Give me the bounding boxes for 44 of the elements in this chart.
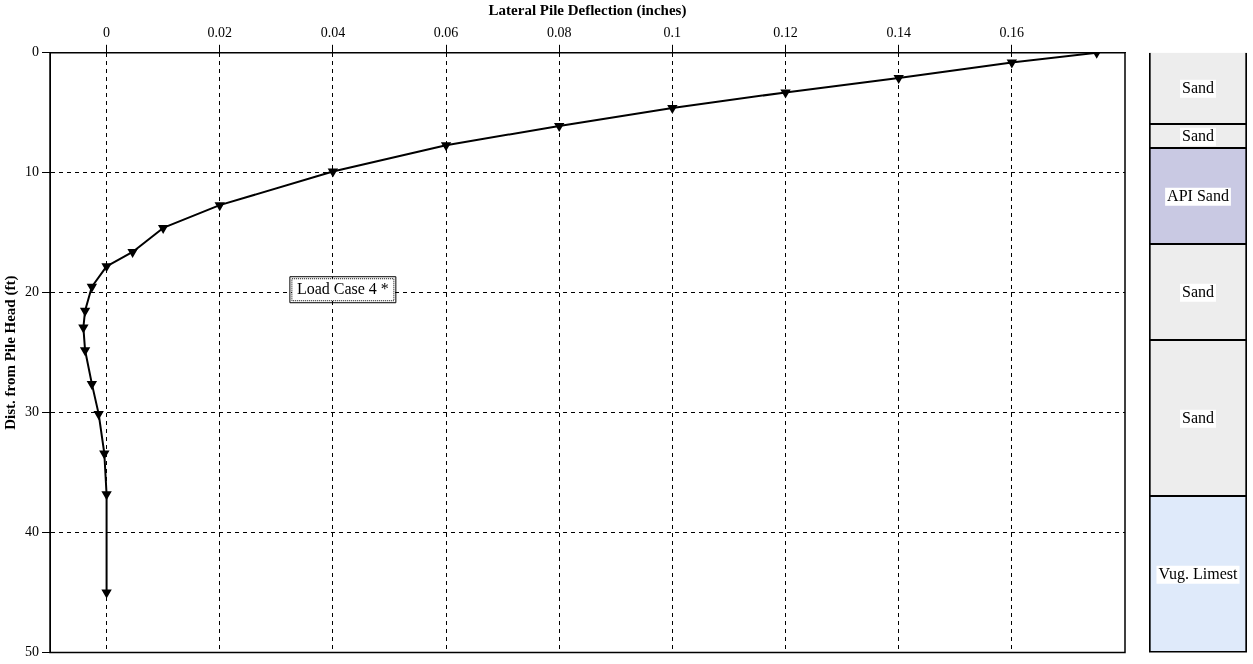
point [87, 283, 97, 292]
point [554, 122, 564, 131]
y-axis-title: Dist. from Pile Head (ft) [1, 275, 19, 430]
point [94, 410, 104, 419]
series-label: API Sand [1167, 186, 1229, 204]
y-tick-label: 40 [25, 524, 39, 540]
point [894, 74, 904, 83]
point [87, 380, 97, 389]
x-tick-label: 0.06 [433, 25, 459, 41]
point [667, 104, 677, 113]
y-tick-label: 50 [25, 644, 39, 660]
x-tick-label: 0.14 [886, 25, 911, 41]
x-tick-label: 0.08 [546, 25, 572, 41]
point [80, 307, 90, 316]
x-tick-label: 0 [103, 25, 111, 41]
point [99, 450, 109, 459]
point [128, 248, 138, 257]
y-tick-label: 0 [32, 44, 39, 60]
point [215, 202, 225, 211]
point [328, 168, 338, 177]
point [102, 589, 112, 598]
point [80, 347, 90, 356]
point [441, 142, 451, 151]
series-label: Sand [1182, 78, 1214, 96]
point [102, 263, 112, 272]
series-label: Sand [1182, 126, 1214, 144]
x-tick-label: 0.16 [999, 25, 1025, 41]
x-axis-title: Lateral Pile Deflection (inches) [488, 1, 687, 19]
series-label: Sand [1182, 282, 1214, 300]
x-tick-label: 0.1 [663, 25, 682, 41]
x-tick-label: 0.02 [207, 25, 232, 41]
point [781, 89, 790, 98]
annotation: Load Case 4 * [296, 279, 389, 297]
series-label: Vug. Limest [1158, 564, 1239, 583]
point [102, 491, 112, 500]
y-tick-label: 30 [25, 404, 39, 420]
point [78, 324, 88, 333]
series-label: Sand [1182, 408, 1214, 426]
point [158, 224, 168, 233]
y-tick-label: 10 [25, 164, 39, 180]
x-tick-label: 0.12 [773, 25, 798, 41]
point [1007, 59, 1017, 68]
y-tick-label: 20 [25, 284, 39, 300]
x-tick-label: 0.04 [320, 25, 346, 41]
